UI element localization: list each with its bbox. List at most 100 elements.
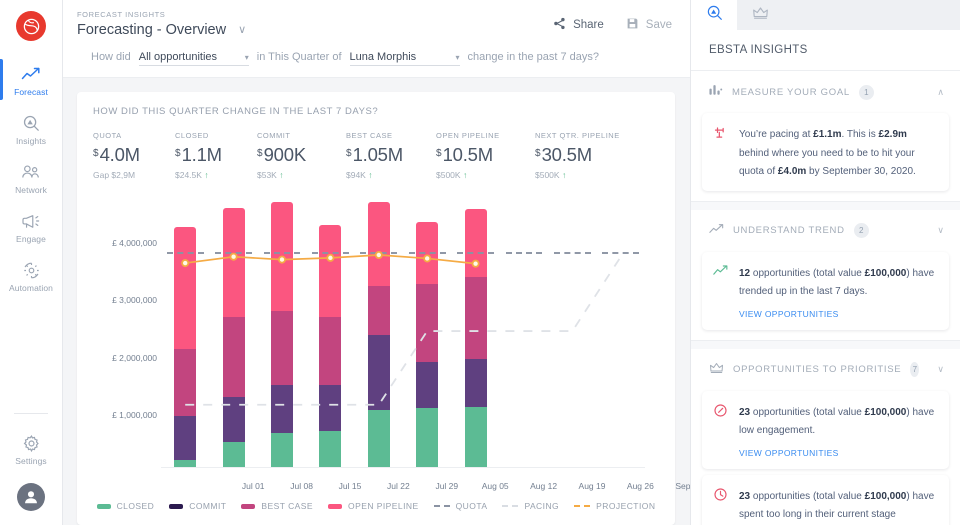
view-opportunities-link[interactable]: VIEW OPPORTUNITIES xyxy=(739,447,839,458)
avatar-container[interactable] xyxy=(0,473,62,525)
sidebar-item-network[interactable]: Network xyxy=(0,153,62,202)
bar-segment-commit xyxy=(319,385,342,432)
legend-item-closed[interactable]: CLOSED xyxy=(96,501,155,511)
view-opportunities-link[interactable]: VIEW OPPORTUNITIES xyxy=(739,308,839,319)
bar-aug-05[interactable] xyxy=(416,221,439,467)
section-title: MEASURE YOUR GOAL xyxy=(732,86,850,98)
y-axis-tick: £ 2,000,000 xyxy=(112,352,157,363)
kpi-value: $1.1M xyxy=(175,144,222,165)
crown-icon xyxy=(709,361,724,379)
section-header[interactable]: MEASURE YOUR GOAL 1 ∧ xyxy=(691,71,960,107)
bar-segment-best-case xyxy=(367,285,390,336)
legend-item-pacing[interactable]: PACING xyxy=(502,501,559,511)
insight-card[interactable]: 23 opportunities (total value £100,000) … xyxy=(702,474,949,525)
page-title: Forecasting - Overview xyxy=(77,22,227,38)
panel-sections: MEASURE YOUR GOAL 1 ∧ You’re pacing at £1.1… xyxy=(691,71,960,525)
owner-value: Luna Morphis xyxy=(349,51,417,63)
bar-jul-08[interactable] xyxy=(222,207,245,467)
bar-segment-closed xyxy=(271,433,293,467)
x-axis-tick: Jul 08 xyxy=(290,481,313,491)
bar-segment-closed xyxy=(319,431,342,467)
insight-text: You’re pacing at £1.1m. This is £2.9m be… xyxy=(739,129,916,177)
quota-line-segment xyxy=(602,252,640,255)
insight-text: 23 opportunities (total value £100,000) … xyxy=(739,490,935,521)
legend-swatch xyxy=(241,503,256,509)
bar-segment-closed xyxy=(464,406,487,467)
x-axis-labels: Jul 01 Jul 08 Jul 15 Jul 22 Jul 29 Aug 05 Aug … xyxy=(229,481,690,501)
bar-jul-22[interactable] xyxy=(319,225,342,467)
kpi-subvalue: Gap $2,9M xyxy=(93,170,136,180)
chevron-up-icon[interactable]: ∧ xyxy=(937,86,944,97)
tab-leaderboard[interactable] xyxy=(737,0,783,30)
legend-item-commit[interactable]: COMMIT xyxy=(169,501,226,511)
rail-divider xyxy=(14,413,48,414)
arrow-up-icon: ↑ xyxy=(462,170,468,180)
bar-segment-best-case xyxy=(319,317,342,386)
legend-label: PROJECTION xyxy=(596,501,656,511)
sidebar-item-label: Engage xyxy=(16,234,46,244)
legend-label: QUOTA xyxy=(455,501,488,511)
bar-segment-commit xyxy=(174,416,197,461)
legend-dash xyxy=(574,505,591,507)
tab-insights[interactable] xyxy=(691,0,737,30)
insight-card[interactable]: You’re pacing at £1.1m. This is £2.9m be… xyxy=(702,113,949,191)
bar-jul-15[interactable] xyxy=(271,202,293,467)
chevron-down-icon[interactable]: ∨ xyxy=(937,364,944,374)
legend-item-quota[interactable]: QUOTA xyxy=(433,501,488,511)
x-axis-tick: Jul 15 xyxy=(338,481,362,491)
section-header[interactable]: UNDERSTAND TREND 2 ∨ xyxy=(691,210,960,246)
insight-card[interactable]: 12 opportunities (total value £100,000) … xyxy=(702,251,949,330)
legend-dash xyxy=(433,505,450,507)
insight-card[interactable]: 23 opportunities (total value £100,000) … xyxy=(702,390,949,469)
sidebar-item-insights[interactable]: Insights xyxy=(0,104,62,153)
share-button[interactable]: Share xyxy=(553,17,604,33)
scope-value: All opportunities xyxy=(138,51,218,63)
quota-line-segment xyxy=(457,252,494,255)
quota-line-segment xyxy=(263,252,301,255)
bar-segment-commit xyxy=(271,384,293,433)
card-heading: HOW DID THIS QUARTER CHANGE IN THE LAST … xyxy=(93,106,379,117)
bar-segment-best-case xyxy=(416,283,439,362)
sidebar-item-engage[interactable]: Engage xyxy=(0,202,62,251)
bar-segment-best-case xyxy=(174,349,197,417)
bar-aug-12[interactable] xyxy=(464,209,487,467)
legend-label: PACING xyxy=(524,501,560,511)
kpi-label: QUOTA xyxy=(93,131,122,140)
magnifier-insight-icon xyxy=(706,4,723,26)
quota-line-segment xyxy=(554,252,591,255)
legend-item-open-pipeline[interactable]: OPEN PIPELINE xyxy=(328,501,419,511)
bar-segment-commit xyxy=(222,397,245,443)
bar-segment-commit xyxy=(416,361,439,408)
y-axis-labels: £ 1,000,000 £ 2,000,000 £ 3,000,000 £ 4,000… xyxy=(93,202,157,457)
bar-jul-29[interactable] xyxy=(367,202,390,467)
kpi-value: $1.05M xyxy=(346,144,403,165)
insight-text: 23 opportunities (total value £100,000) … xyxy=(739,406,935,437)
clock-icon xyxy=(713,486,729,525)
bar-jul-01[interactable] xyxy=(174,227,197,467)
scope-dropdown[interactable]: All opportunities ▾ xyxy=(138,51,249,66)
legend-item-projection[interactable]: PROJECTION xyxy=(574,501,655,511)
x-axis-tick: Aug 19 xyxy=(578,481,606,491)
section-header[interactable]: OPPORTUNITIES TO PRIORITISE 7 ∨ xyxy=(691,349,960,385)
sidebar-item-automation[interactable]: Automation xyxy=(0,251,62,300)
kpi-best-case: BEST CASE $1.05M $94K ↑ xyxy=(346,131,436,180)
chevron-down-icon[interactable]: ∨ xyxy=(238,23,247,36)
arrow-up-icon: ↑ xyxy=(204,170,209,180)
section-count-badge: 7 xyxy=(910,362,920,377)
x-axis-baseline xyxy=(161,467,645,468)
header-actions: Share Save xyxy=(553,10,672,33)
query-builder-row: How did All opportunities ▾ in This Quar… xyxy=(77,38,672,77)
trend-line-icon xyxy=(21,64,41,84)
bar-segment-open-pipeline xyxy=(174,227,197,350)
forecast-chart: £ 1,000,000 £ 2,000,000 £ 3,000,000 £ 4,000… xyxy=(93,196,690,501)
sidebar-item-forecast[interactable]: Forecast xyxy=(0,55,62,104)
section-count-badge: 1 xyxy=(858,84,874,100)
legend-item-best-case[interactable]: BEST CASE xyxy=(241,501,313,511)
sidebar-item-settings[interactable]: Settings xyxy=(0,424,62,473)
chevron-down-icon[interactable]: ∨ xyxy=(937,225,944,235)
save-button[interactable]: Save xyxy=(626,17,672,33)
legend-label: CLOSED xyxy=(116,501,155,511)
trend-line-icon xyxy=(709,222,724,240)
owner-dropdown[interactable]: Luna Morphis ▾ xyxy=(349,51,460,66)
main-content: FORECAST INSIGHTS Forecasting - Overview… xyxy=(63,0,690,525)
